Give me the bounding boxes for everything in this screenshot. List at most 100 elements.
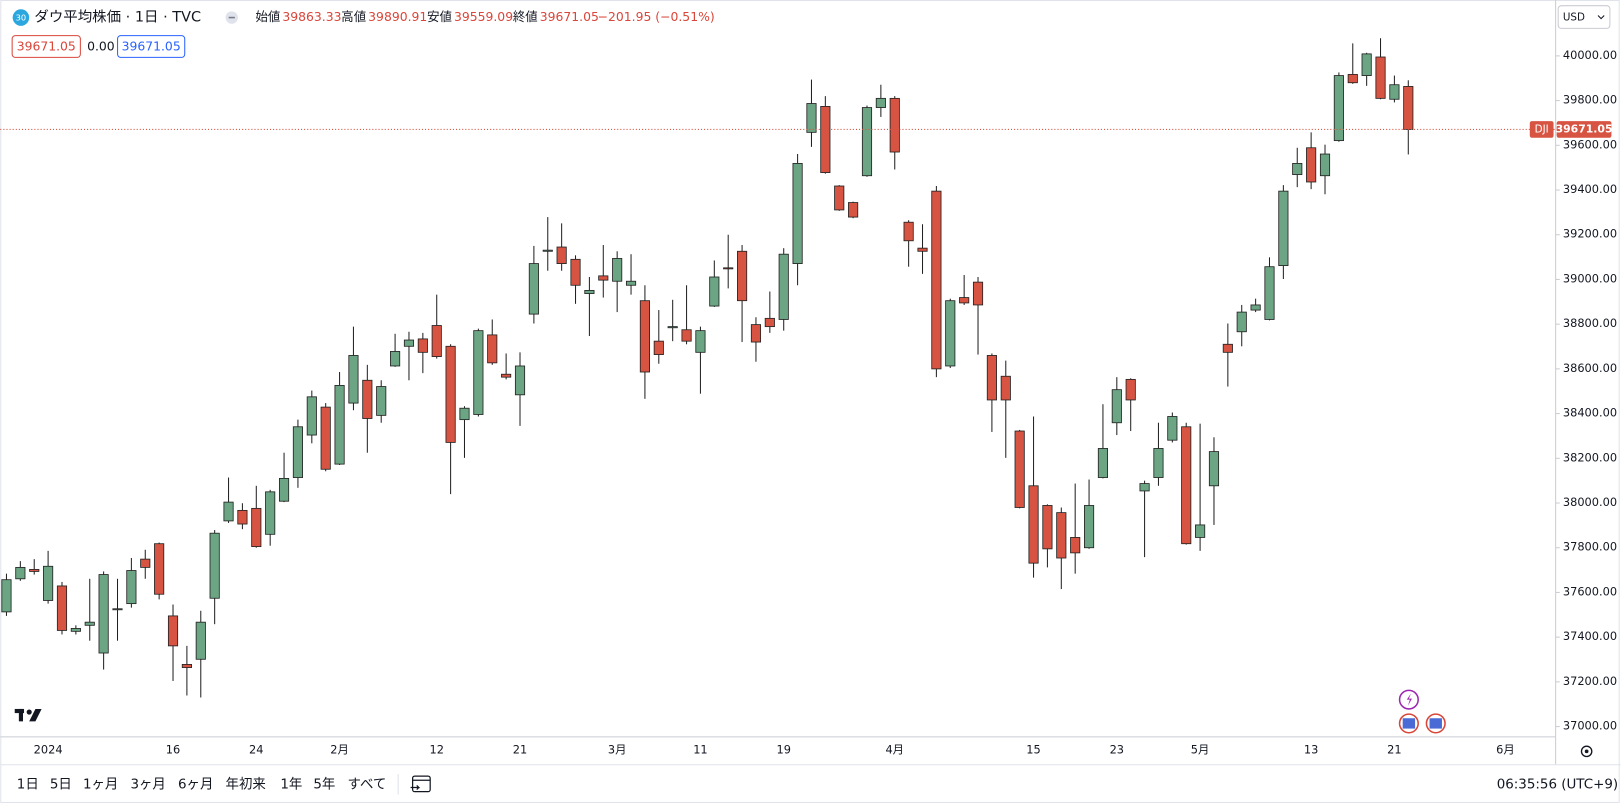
candle-body <box>1056 512 1067 559</box>
y-tick-label: 40000.00 <box>1563 48 1617 62</box>
range-button[interactable]: すべて <box>348 776 387 792</box>
candle-body <box>695 330 706 353</box>
range-button[interactable]: 6ヶ月 <box>178 777 213 792</box>
y-tick-label: 39400.00 <box>1563 182 1617 196</box>
candle-body <box>1139 483 1150 492</box>
candle-body <box>598 275 609 281</box>
y-tick-label: 37400.00 <box>1563 629 1617 643</box>
candle-body <box>1264 266 1275 320</box>
ask-box[interactable] <box>117 35 186 58</box>
candle-body <box>417 338 428 353</box>
candle-body <box>43 565 54 601</box>
ohlc-value: 39671.05 <box>540 9 599 24</box>
candle-body <box>1181 426 1192 545</box>
candle-body <box>1333 75 1344 142</box>
candle-body <box>1028 485 1039 564</box>
currency-button[interactable] <box>1557 5 1611 29</box>
candle-body <box>737 250 748 302</box>
clock[interactable]: 06:35:56 (UTC+9) <box>1497 777 1618 792</box>
candle-body <box>1361 53 1372 76</box>
price-tag <box>1556 121 1612 138</box>
candle-body <box>1 579 12 613</box>
candle-body <box>625 280 637 286</box>
candle-body <box>334 385 345 465</box>
tv-logo <box>14 708 42 722</box>
candle-body <box>709 276 720 307</box>
y-tick-label: 37800.00 <box>1563 540 1617 554</box>
candle-body <box>1195 524 1206 538</box>
range-button[interactable]: 3ヶ月 <box>130 777 165 792</box>
y-tick-label: 39800.00 <box>1563 93 1617 107</box>
range-button[interactable]: 1日 <box>17 777 39 792</box>
candle-body <box>487 334 498 364</box>
settings-button[interactable] <box>1580 745 1593 758</box>
range-button[interactable]: 5年 <box>313 776 335 792</box>
candle-body <box>292 426 303 478</box>
candle-body <box>1403 86 1414 130</box>
plot-area <box>0 38 1556 698</box>
ohlc-value: 39890.91 <box>368 9 427 24</box>
candle-body <box>251 507 262 548</box>
candle-body <box>612 258 623 282</box>
y-tick-label: 39600.00 <box>1563 137 1617 151</box>
candle-body <box>959 297 970 304</box>
candle-body <box>306 396 317 436</box>
x-tick-label: 2月 <box>330 742 349 756</box>
candle-body <box>528 263 539 315</box>
candle-body <box>403 339 415 347</box>
y-tick-label: 37600.00 <box>1563 584 1617 598</box>
candle-body <box>681 329 692 342</box>
candle-body <box>1083 505 1095 549</box>
range-button[interactable]: 5日 <box>50 777 72 792</box>
candle-body <box>195 621 206 660</box>
candle-body <box>792 163 803 264</box>
candle-body <box>986 355 997 401</box>
range-button[interactable]: 1ヶ月 <box>83 777 118 792</box>
candle-body <box>126 570 137 605</box>
y-tick-label: 39000.00 <box>1563 271 1617 285</box>
symbol-title[interactable]: ダウ平均株価 · 1日 · TVC <box>34 9 201 26</box>
candle-body <box>806 103 817 133</box>
candle-body <box>917 247 928 252</box>
x-tick-label: 5月 <box>1191 742 1210 756</box>
x-tick-label: 19 <box>776 742 790 756</box>
symbol-tag <box>1529 121 1554 138</box>
price-tag-text: 39671.05 <box>1556 122 1613 135</box>
candle-body <box>778 253 789 320</box>
range-button[interactable]: 年初来 <box>226 776 266 792</box>
ask-price: 39671.05 <box>122 39 181 54</box>
candle-body <box>820 106 831 174</box>
y-tick-label: 37200.00 <box>1563 674 1617 688</box>
candle-body <box>376 386 387 416</box>
date-range-button[interactable] <box>410 775 431 793</box>
candle-body <box>1389 84 1400 100</box>
candle-body <box>473 330 484 415</box>
candle-body <box>140 558 151 568</box>
candle-body <box>861 107 873 177</box>
candle-body <box>764 317 775 328</box>
candle-body <box>1306 147 1317 183</box>
candle-body <box>1125 378 1136 401</box>
candle-body <box>445 345 456 443</box>
candle-body <box>167 615 179 647</box>
candle-body <box>1347 74 1358 84</box>
bid-box[interactable] <box>11 35 81 58</box>
range-toolbar: 1日 5日 1ヶ月 3ヶ月 6ヶ月 年初来 1年 5年 すべて <box>17 776 387 792</box>
y-tick-label: 38400.00 <box>1563 406 1617 420</box>
candle-body <box>181 664 192 668</box>
candle-body <box>431 325 442 357</box>
x-tick-label: 4月 <box>885 742 904 756</box>
candle-body <box>1292 163 1303 176</box>
candle-body <box>875 97 886 108</box>
candle-body <box>112 608 123 611</box>
candle-body <box>750 324 762 343</box>
ohlc-label: 安値 <box>427 9 452 24</box>
candle-body <box>348 355 359 404</box>
candle-body <box>723 267 734 270</box>
ohlc-label: 始値 <box>256 9 281 24</box>
candle-body <box>889 97 900 153</box>
range-button[interactable]: 1年 <box>280 776 302 792</box>
candle-body <box>56 585 68 631</box>
